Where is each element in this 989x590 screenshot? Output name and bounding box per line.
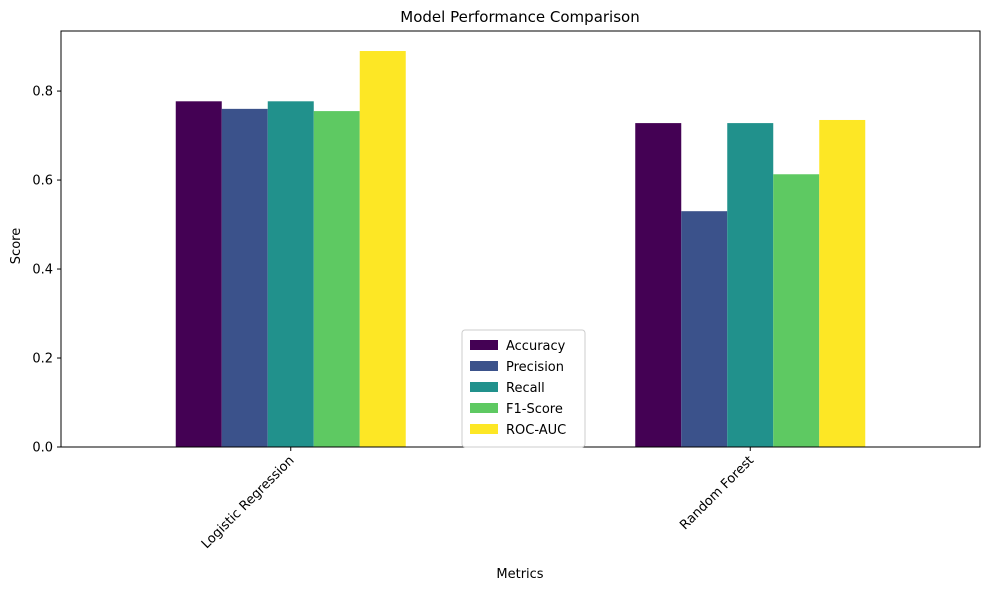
legend-swatch: [470, 382, 498, 392]
y-tick-label: 0.8: [32, 85, 53, 100]
legend-box: [461, 329, 586, 448]
bar-accuracy-0: [175, 101, 222, 448]
bar-recall-0: [267, 101, 314, 448]
legend-label: Precision: [506, 360, 564, 375]
y-tick-label: 0.0: [32, 441, 53, 456]
y-tick-label: 0.2: [32, 352, 53, 367]
bar-f1-score-0: [313, 111, 360, 447]
y-tick-label: 0.6: [32, 174, 53, 189]
chart-title: Model Performance Comparison: [400, 8, 639, 26]
y-axis-label: Score: [9, 228, 24, 264]
legend-swatch: [470, 340, 498, 350]
legend-swatch: [470, 403, 498, 413]
legend-label: ROC-AUC: [506, 423, 566, 438]
legend-label: F1-Score: [506, 402, 563, 417]
bar-precision-1: [681, 211, 728, 447]
bar-roc-auc-0: [359, 51, 406, 448]
y-tick-label: 0.4: [32, 263, 53, 278]
bar-accuracy-1: [635, 123, 682, 447]
bar-f1-score-1: [773, 174, 820, 447]
x-axis-label: Metrics: [496, 567, 543, 582]
bar-recall-1: [727, 123, 774, 447]
legend-swatch: [470, 424, 498, 434]
x-tick-label: Random Forest: [677, 453, 757, 533]
x-tick-label: Logistic Regression: [199, 453, 298, 552]
legend-label: Recall: [506, 381, 545, 396]
legend-label: Accuracy: [506, 339, 566, 354]
legend-swatch: [470, 361, 498, 371]
plot-area: 0.0 0.2 0.4 0.6 0.8 Logistic Regression Random…: [32, 30, 981, 552]
bar-precision-0: [221, 108, 268, 448]
legend: Accuracy Precision Recall F1-Score ROC-AUC: [461, 329, 586, 448]
bar-roc-auc-1: [819, 119, 866, 447]
